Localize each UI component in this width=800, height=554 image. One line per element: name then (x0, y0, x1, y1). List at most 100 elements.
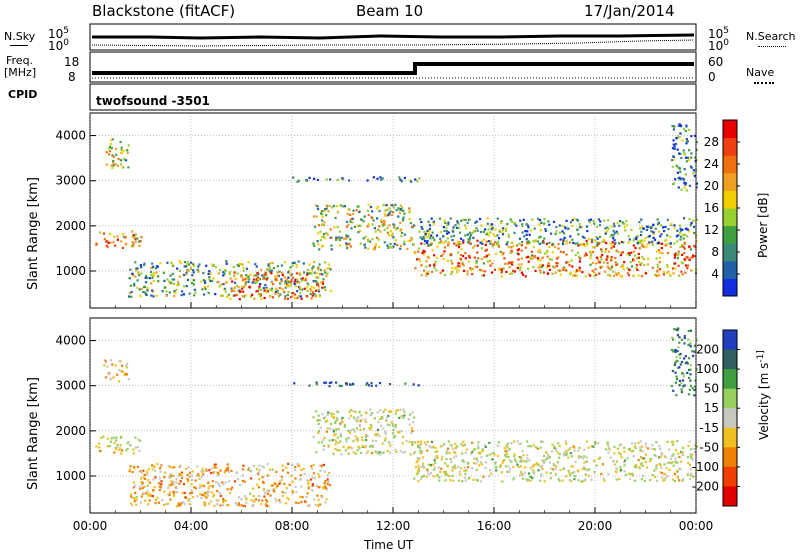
range-cell (172, 474, 175, 478)
range-cell (286, 471, 290, 474)
range-cell (207, 272, 210, 275)
range-cell (642, 258, 645, 261)
range-cell (681, 243, 684, 246)
range-cell (630, 265, 634, 268)
range-cell (128, 292, 131, 295)
range-cell (614, 261, 617, 264)
range-cell (299, 291, 302, 295)
range-cell (685, 138, 688, 141)
range-cell (679, 152, 682, 155)
range-cell (590, 250, 593, 253)
range-cell (482, 262, 485, 265)
range-cell (193, 279, 196, 282)
range-cell (391, 204, 394, 207)
range-cell (391, 246, 394, 249)
range-cell (152, 272, 155, 275)
range-cell (695, 141, 698, 144)
range-cell (693, 231, 696, 235)
range-cell (327, 263, 331, 266)
range-cell (451, 267, 454, 270)
range-cell (694, 156, 697, 159)
range-cell (577, 233, 580, 236)
range-cell (187, 269, 190, 272)
range-cell (119, 159, 123, 162)
range-cell (116, 373, 119, 376)
range-cell (529, 479, 532, 482)
range-cell (299, 295, 302, 298)
range-cell (376, 205, 379, 208)
range-cell (573, 471, 576, 474)
range-cell (178, 474, 181, 477)
range-cell (673, 224, 676, 227)
range-cell (419, 218, 422, 221)
range-cell (483, 256, 486, 259)
range-cell (471, 273, 474, 276)
range-cell (521, 225, 524, 228)
range-cell (665, 467, 668, 470)
range-cell (281, 274, 284, 277)
range-cell (604, 232, 607, 235)
range-cell (676, 329, 679, 332)
range-cell (684, 355, 687, 358)
range-cell (526, 243, 529, 246)
range-cell (518, 237, 522, 240)
range-cell (270, 287, 274, 290)
range-cell (394, 412, 397, 415)
range-cell (605, 242, 608, 245)
range-cell (152, 478, 155, 481)
range-cell (347, 430, 350, 433)
range-cell (151, 468, 154, 471)
range-cell (322, 463, 325, 467)
range-cell (312, 435, 315, 438)
range-cell (250, 477, 253, 480)
range-cell (398, 416, 401, 419)
range-cell (501, 233, 505, 236)
range-cell (321, 210, 324, 213)
range-cell (348, 417, 351, 420)
range-cell (359, 242, 362, 245)
range-cell (693, 447, 696, 450)
range-cell (426, 229, 429, 232)
range-cell (243, 278, 247, 281)
range-cell (399, 178, 402, 181)
range-cell (366, 179, 369, 182)
range-cell (690, 222, 693, 225)
range-cell (291, 463, 294, 466)
range-cell (558, 456, 561, 459)
range-cell (360, 414, 363, 417)
range-cell (383, 212, 386, 215)
range-cell (654, 227, 657, 230)
range-cell (687, 264, 690, 267)
range-cell (235, 293, 238, 296)
range-cell (120, 435, 123, 438)
range-cell (185, 273, 188, 276)
range-cell (106, 437, 109, 440)
range-cell (371, 439, 374, 442)
range-cell (632, 250, 635, 253)
range-cell (516, 244, 519, 247)
range-cell (224, 469, 227, 472)
range-cell (162, 271, 165, 274)
range-cell (168, 282, 171, 285)
range-cell (548, 461, 551, 464)
range-cell (315, 272, 318, 275)
range-cell (312, 291, 315, 294)
range-cell (686, 156, 689, 159)
range-cell (537, 469, 540, 472)
range-cell (421, 227, 424, 230)
range-cell (348, 410, 351, 413)
range-cell (640, 462, 643, 465)
range-cell (252, 487, 255, 490)
range-cell (596, 237, 599, 240)
range-cell (286, 293, 289, 297)
range-cell (649, 478, 652, 482)
range-cell (489, 453, 492, 456)
range-cell (507, 236, 511, 239)
range-cell (659, 224, 662, 227)
range-cell (540, 475, 543, 478)
range-cell (668, 468, 671, 472)
range-cell (262, 488, 265, 491)
nsky-label: N.Sky (4, 30, 36, 43)
range-cell (593, 275, 596, 278)
range-cell (127, 378, 130, 381)
